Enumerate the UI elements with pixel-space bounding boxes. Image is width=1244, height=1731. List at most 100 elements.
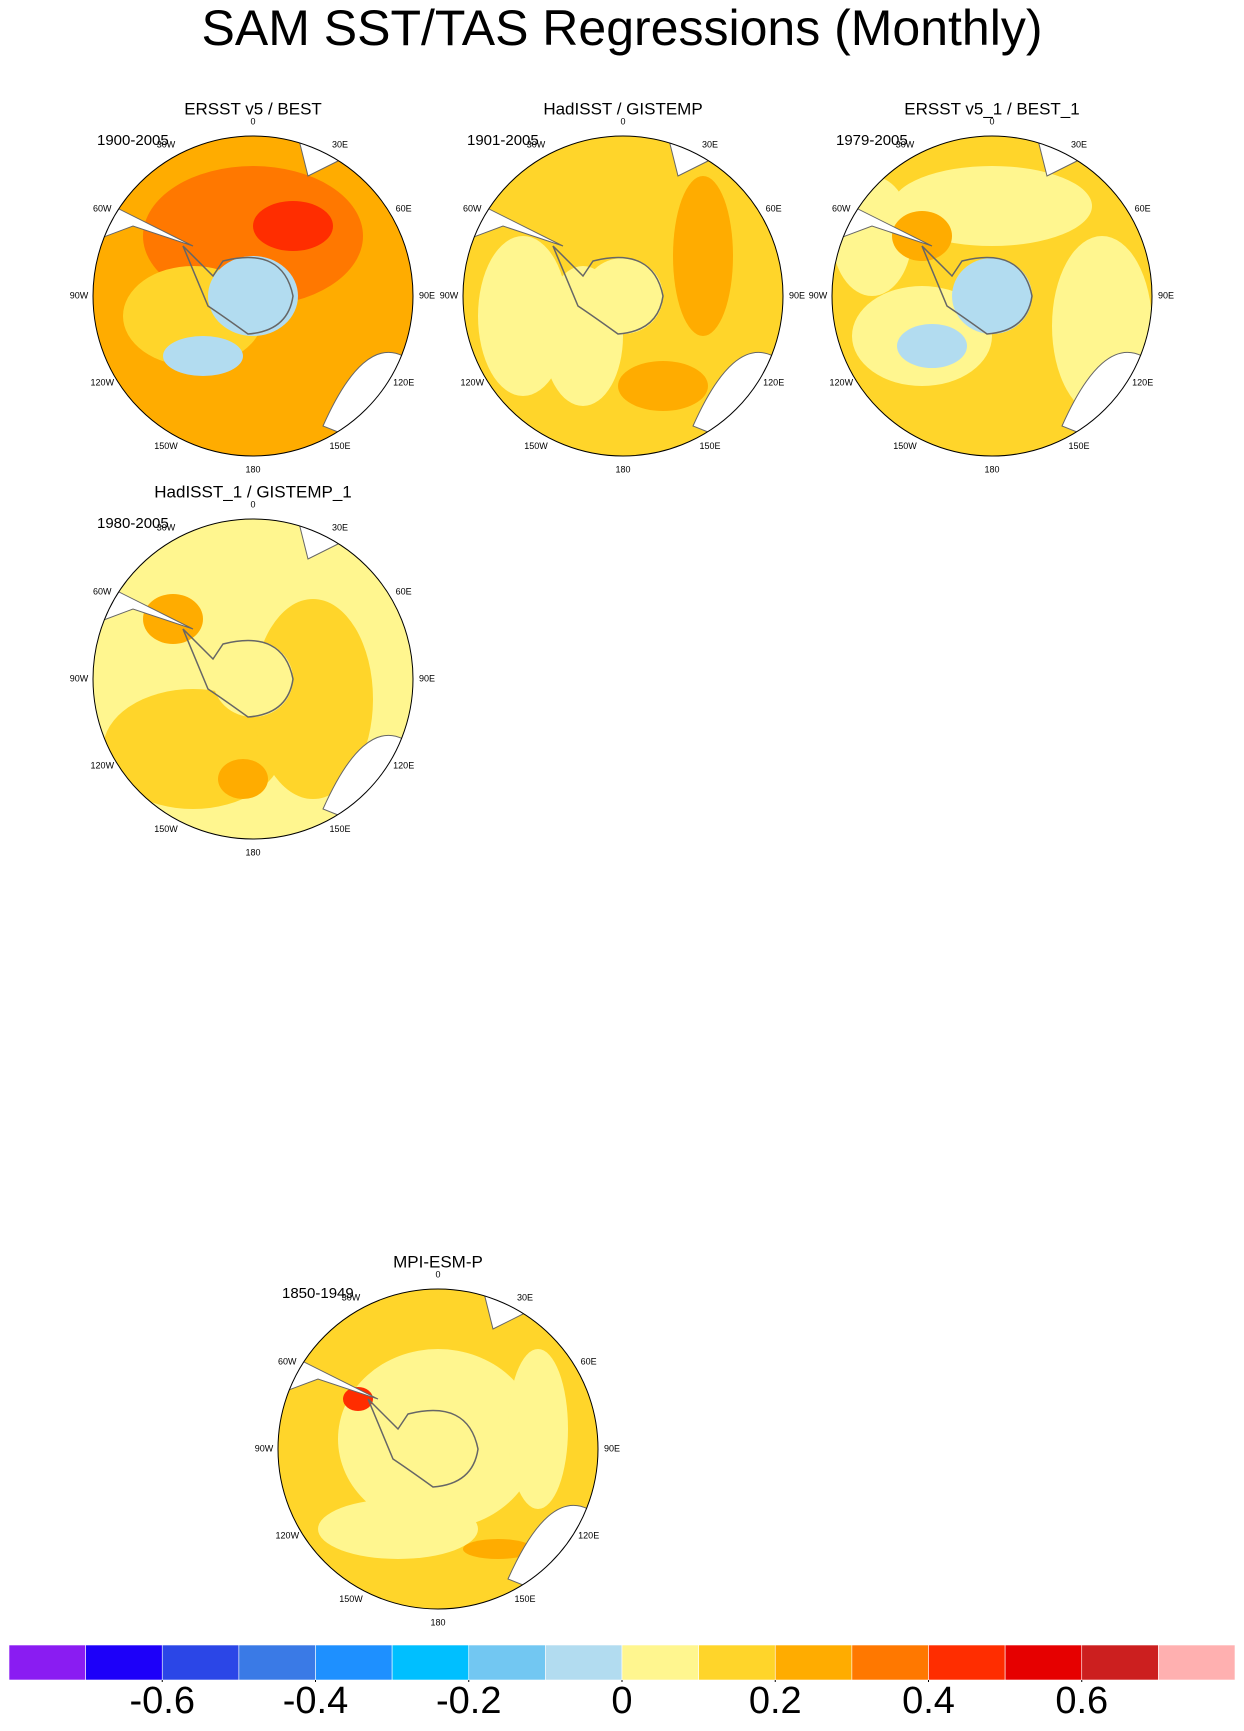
longitude-label: 180 <box>245 847 260 857</box>
colorbar-tick-label: 0.4 <box>902 1680 955 1722</box>
longitude-label: 90E <box>1158 290 1174 300</box>
longitude-label: 60E <box>581 1356 597 1366</box>
map-field <box>93 519 413 839</box>
longitude-label: 120E <box>393 760 414 770</box>
panel-title: ERSST v5_1 / BEST_1 <box>904 99 1079 118</box>
continent <box>463 195 564 258</box>
antarctica <box>182 628 294 718</box>
map-border <box>92 518 414 840</box>
colorbar-box <box>851 1644 929 1681</box>
field-blob <box>673 176 733 336</box>
colorbar-box <box>8 1644 86 1681</box>
polar-map <box>462 135 784 457</box>
panel-period: 1850-1949 <box>282 1285 354 1302</box>
polar-map <box>92 518 414 840</box>
continent <box>93 195 194 258</box>
longitude-label: 30W <box>157 523 176 533</box>
panel-period: 1901-2005 <box>467 132 539 149</box>
field-blob <box>952 258 1032 334</box>
map-border <box>462 135 784 457</box>
longitude-label: 0 <box>250 499 255 509</box>
longitude-label: 90W <box>809 290 828 300</box>
panel-title: MPI-ESM-P <box>393 1252 483 1271</box>
longitude-label: 90W <box>255 1443 274 1453</box>
panel-period: 1979-2005 <box>836 132 908 149</box>
map-field <box>278 1289 598 1609</box>
colorbar-tick-label: 0 <box>611 1680 632 1722</box>
longitude-label: 90E <box>789 290 805 300</box>
longitude-label: 120E <box>578 1530 599 1540</box>
antarctica <box>921 245 1033 335</box>
antarctica <box>367 1398 479 1488</box>
longitude-label: 60W <box>93 203 112 213</box>
map-field <box>93 136 413 456</box>
colorbar-tick-label: 0.6 <box>1055 1680 1108 1722</box>
longitude-label: 30E <box>1071 140 1087 150</box>
polar-map <box>92 135 414 457</box>
longitude-label: 120W <box>91 760 115 770</box>
map-field <box>832 136 1152 456</box>
longitude-label: 120W <box>276 1530 300 1540</box>
colorbar-tick-label: -0.6 <box>130 1680 195 1722</box>
field-blob <box>463 1539 533 1559</box>
longitude-label: 150E <box>329 441 350 451</box>
field-blob <box>618 361 708 411</box>
colorbar-box <box>468 1644 546 1681</box>
longitude-label: 90E <box>419 290 435 300</box>
longitude-label: 120E <box>763 377 784 387</box>
longitude-label: 90E <box>604 1443 620 1453</box>
longitude-label: 30E <box>332 523 348 533</box>
map-border <box>277 1288 599 1610</box>
longitude-label: 150W <box>893 441 917 451</box>
longitude-label: 30W <box>157 140 176 150</box>
colorbar-box <box>545 1644 623 1681</box>
longitude-label: 60W <box>832 203 851 213</box>
longitude-label: 180 <box>430 1617 445 1627</box>
continent <box>832 195 933 258</box>
colorbar-box <box>928 1644 1006 1681</box>
field-blob <box>583 258 663 334</box>
polar-map <box>277 1288 599 1610</box>
field-blob <box>213 641 293 717</box>
longitude-label: 0 <box>989 116 994 126</box>
longitude-label: 150E <box>699 441 720 451</box>
longitude-label: 60W <box>463 203 482 213</box>
longitude-label: 150E <box>514 1594 535 1604</box>
longitude-label: 30E <box>702 140 718 150</box>
colorbar-box <box>774 1644 853 1681</box>
longitude-label: 180 <box>245 464 260 474</box>
longitude-label: 120E <box>393 377 414 387</box>
longitude-label: 120W <box>830 377 854 387</box>
longitude-label: 180 <box>615 464 630 474</box>
field-blob <box>892 211 952 261</box>
longitude-label: 90W <box>70 290 89 300</box>
colorbar-box <box>621 1644 699 1681</box>
field-blob <box>318 1499 478 1559</box>
panel-period: 1980-2005 <box>97 515 169 532</box>
longitude-label: 150E <box>329 824 350 834</box>
longitude-label: 120W <box>91 377 115 387</box>
panel-title: ERSST v5 / BEST <box>184 99 322 118</box>
colorbar-box <box>85 1644 163 1681</box>
colorbar-box <box>1081 1644 1159 1681</box>
colorbar-box <box>238 1644 316 1681</box>
antarctica <box>182 245 294 335</box>
polar-map <box>831 135 1153 457</box>
continent <box>93 578 194 641</box>
colorbar-box <box>315 1644 393 1681</box>
longitude-label: 60W <box>278 1356 297 1366</box>
field-blob <box>897 324 967 368</box>
longitude-label: 90W <box>70 673 89 683</box>
longitude-label: 60W <box>93 586 112 596</box>
longitude-label: 0 <box>435 1269 440 1279</box>
map-border <box>92 135 414 457</box>
field-blob <box>253 599 373 799</box>
colorbar-tick-label: -0.2 <box>436 1680 501 1722</box>
map-border <box>831 135 1153 457</box>
longitude-label: 60E <box>766 203 782 213</box>
map-field <box>463 136 783 456</box>
antarctica <box>552 245 664 335</box>
field-blob <box>253 201 333 251</box>
field-blob <box>508 1349 568 1509</box>
colorbar-tick-label: -0.4 <box>283 1680 348 1722</box>
